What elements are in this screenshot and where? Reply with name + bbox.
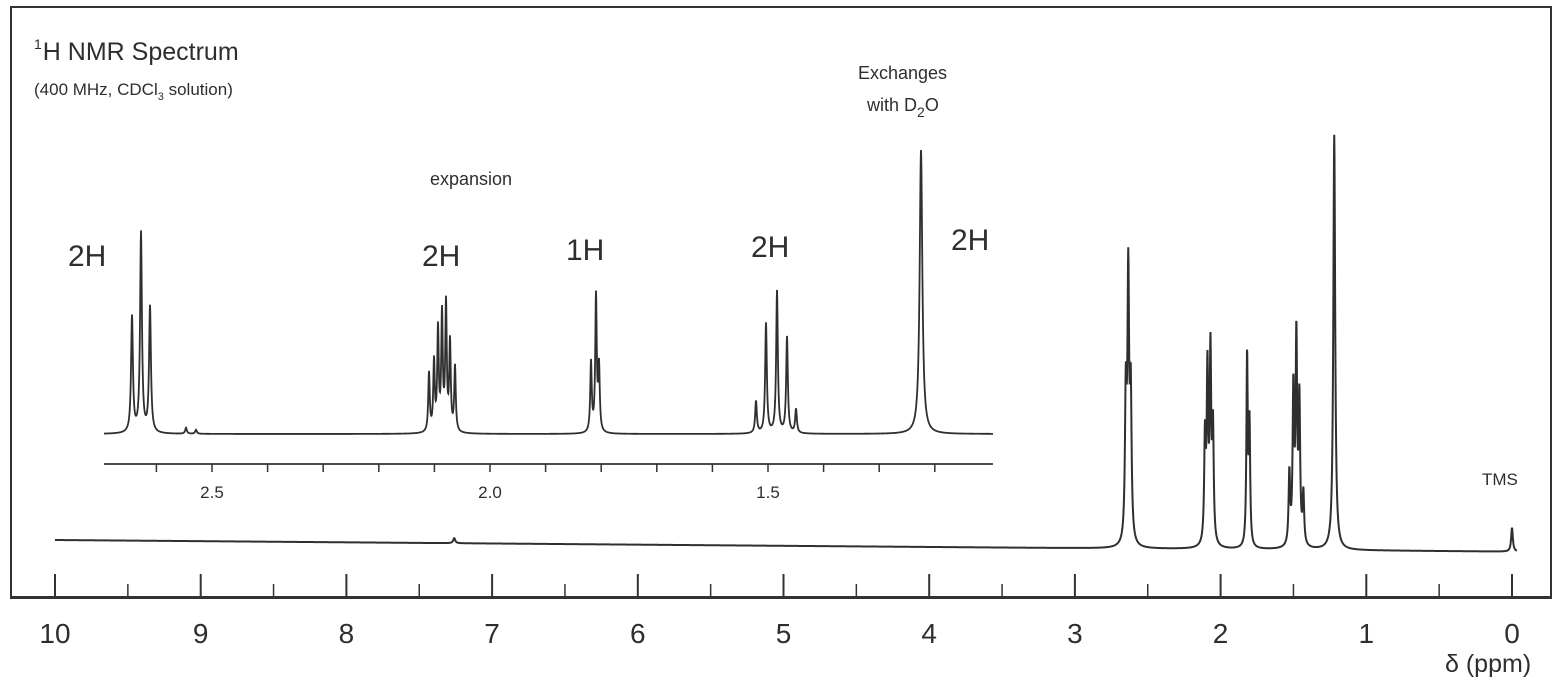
integration-label: 2H: [951, 224, 990, 257]
subtitle-text-start: (400 MHz, CDCl: [34, 80, 158, 99]
x-tick-label: 6: [630, 618, 646, 649]
expansion-tick-label: 2.5: [200, 483, 224, 502]
x-tick-label: 1: [1359, 618, 1375, 649]
subtitle-text-end: solution): [163, 80, 233, 99]
exchange-subscript: 2: [917, 104, 925, 120]
x-tick-label: 2: [1213, 618, 1229, 649]
expansion-label: expansion: [430, 169, 513, 189]
integration-label: 1H: [566, 234, 605, 267]
title-superscript: 1: [34, 36, 42, 52]
x-tick-label: 0: [1504, 618, 1520, 649]
expansion-tick-label: 1.5: [756, 483, 780, 502]
exchange-annotation-line2: with D2O: [867, 95, 939, 120]
subtitle-subscript: 3: [157, 91, 164, 103]
integration-label: 2H: [751, 231, 790, 264]
x-tick-label: 9: [193, 618, 209, 649]
x-tick-label: 10: [39, 618, 70, 649]
x-tick-label: 4: [921, 618, 937, 649]
tms-label: TMS: [1482, 470, 1518, 489]
main-spectrum-trace: [55, 134, 1518, 553]
x-axis-label: δ (ppm): [1445, 650, 1532, 678]
title-text: H NMR Spectrum: [42, 38, 239, 66]
integration-label: 2H: [68, 240, 107, 273]
x-tick-label: 5: [776, 618, 792, 649]
x-tick-label: 8: [339, 618, 355, 649]
expansion-trace: [104, 149, 993, 435]
expansion-tick-label: 2.0: [478, 483, 502, 502]
exchange-text: with D: [867, 95, 918, 115]
x-tick-label: 3: [1067, 618, 1083, 649]
chart-title: 1H NMR Spectrum: [34, 36, 239, 67]
chart-subtitle: (400 MHz, CDCl3 solution): [34, 80, 233, 103]
x-tick-label: 7: [484, 618, 500, 649]
exchange-annotation-line1: Exchanges: [858, 63, 948, 83]
integration-label: 2H: [422, 240, 461, 273]
exchange-text-end: O: [924, 95, 939, 115]
